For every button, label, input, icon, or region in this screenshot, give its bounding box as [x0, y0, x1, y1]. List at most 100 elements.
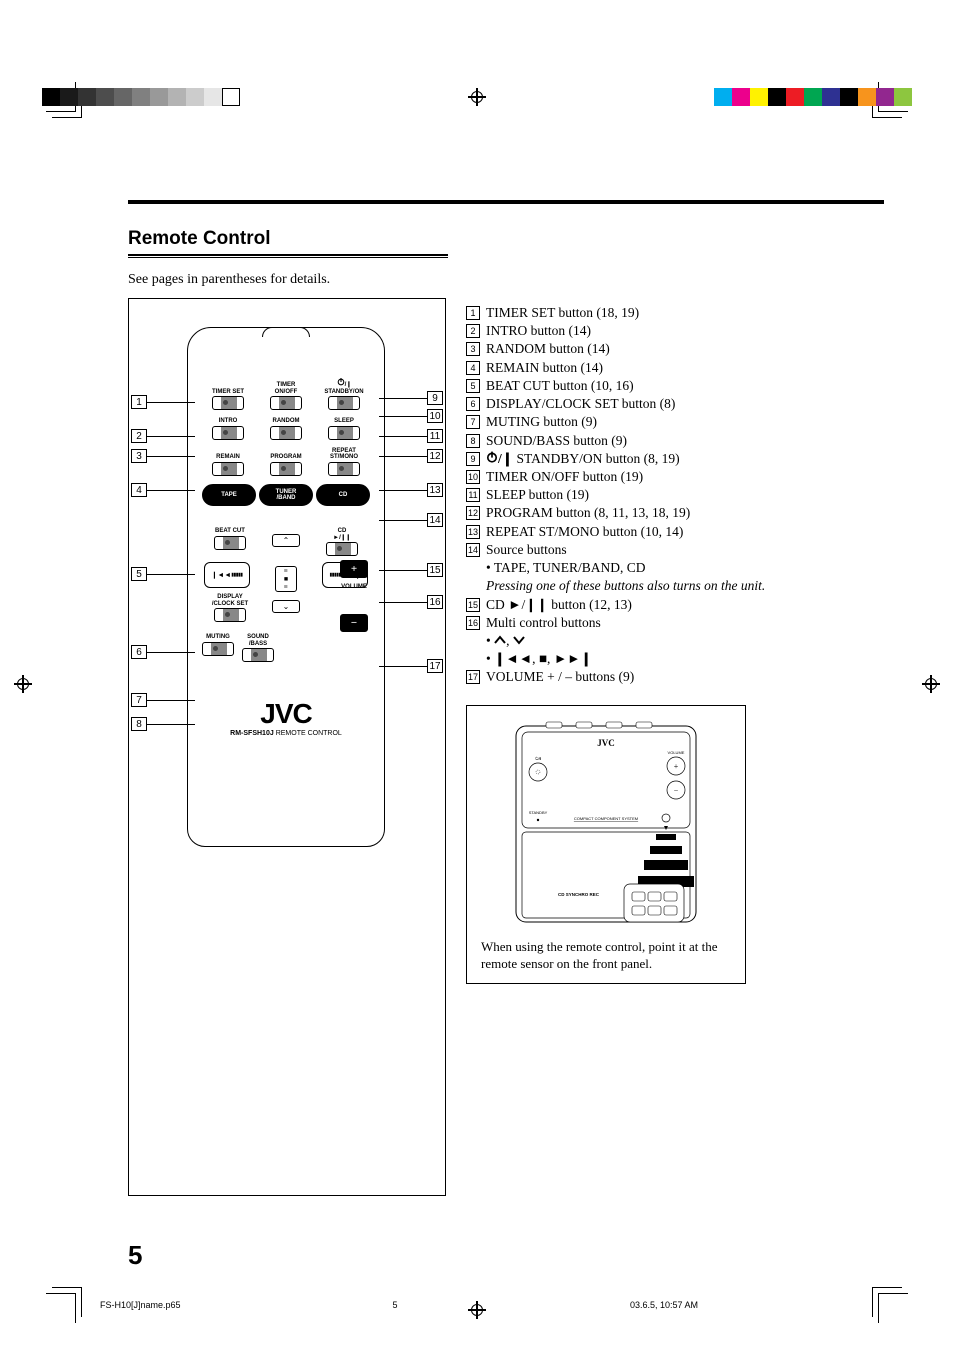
- svg-text:CD SYNCHRO REC: CD SYNCHRO REC: [558, 892, 600, 897]
- leader-line: [379, 416, 427, 417]
- page-rule: [128, 200, 884, 204]
- leader-line: [379, 490, 427, 491]
- svg-text:−: −: [674, 786, 679, 795]
- list-item: 3 RANDOM button (14): [466, 340, 884, 358]
- callout-number: 10: [427, 409, 443, 423]
- callout-number: 3: [131, 449, 147, 463]
- button-label: CD►/❙❙: [333, 528, 351, 541]
- callout-number: 8: [131, 717, 147, 731]
- leader-line: [379, 436, 427, 437]
- leader-line: [147, 490, 195, 491]
- item-number-box: 1: [466, 306, 480, 320]
- stop-button-icon: ≡■≡: [275, 566, 297, 592]
- button-label: TIMER SET: [212, 389, 244, 396]
- button-description-list: 1 TIMER SET button (18, 19)2INTRO button …: [466, 304, 884, 687]
- remain-button-icon: [212, 462, 244, 476]
- up-button-icon: ⌃: [272, 534, 300, 547]
- button-label: RANDOM: [273, 418, 300, 425]
- registration-target-icon: [922, 675, 940, 693]
- gray-calibration-bar: [42, 88, 240, 106]
- item-text: VOLUME + / – buttons (9): [486, 668, 634, 686]
- button-label: VOLUME: [338, 584, 370, 590]
- skip-back-button-icon: ❙◄◄ ▮▮▮▮▮: [204, 562, 250, 588]
- button-label: /❙STANDBY/ON: [324, 378, 363, 395]
- callout-number: 6: [131, 645, 147, 659]
- ir-emitter-icon: [262, 327, 310, 337]
- list-item: 17VOLUME + / – buttons (9): [466, 668, 884, 686]
- footer-filename: FS-H10[J]name.p65: [100, 1300, 250, 1310]
- unit-diagram: JVC ⏻/❙ STANDBY + − VOLUME: [481, 718, 731, 928]
- power-icon: [486, 451, 498, 463]
- list-item: 12PROGRAM button (8, 11, 13, 18, 19): [466, 504, 884, 522]
- tuner-source-button-icon: TUNER/BAND: [259, 484, 313, 506]
- item-text: INTRO button (14): [486, 322, 591, 340]
- list-item: 2INTRO button (14): [466, 322, 884, 340]
- tape-source-button-icon: TAPE: [202, 484, 256, 506]
- list-item: 1 TIMER SET button (18, 19): [466, 304, 884, 322]
- description-column: 1 TIMER SET button (18, 19)2INTRO button …: [466, 298, 884, 1196]
- button-label: PROGRAM: [270, 454, 301, 461]
- leader-line: [379, 666, 427, 667]
- source-button-row: TAPE TUNER/BAND CD: [202, 484, 370, 506]
- section-heading: Remote Control: [128, 228, 884, 250]
- item-number-box: 14: [466, 543, 480, 557]
- display-clock-button-icon: [214, 608, 246, 622]
- timer-onoff-button-icon: [270, 396, 302, 410]
- leader-line: [147, 724, 195, 725]
- item-text: REPEAT ST/MONO button (10, 14): [486, 523, 683, 541]
- leader-line: [379, 602, 427, 603]
- item-text: SLEEP button (19): [486, 486, 589, 504]
- callout-number: 12: [427, 449, 443, 463]
- leader-line: [147, 700, 195, 701]
- remote-diagram-frame: TIMER SET TIMERON/OFF /❙STANDBY/ON INTRO…: [128, 298, 446, 1196]
- color-calibration-bar: [714, 88, 912, 106]
- callout-number: 13: [427, 483, 443, 497]
- item-number-box: 3: [466, 342, 480, 356]
- callout-number: 15: [427, 563, 443, 577]
- callout-number: 1: [131, 395, 147, 409]
- sub-item: • ,: [486, 632, 884, 650]
- button-row: TIMER SET TIMERON/OFF /❙STANDBY/ON: [202, 378, 370, 410]
- footer-page: 5: [250, 1300, 540, 1310]
- page-number: 5: [128, 1240, 142, 1271]
- item-number-box: 11: [466, 488, 480, 502]
- sound-bass-button-icon: [242, 648, 274, 662]
- registration-target-icon: [468, 88, 486, 106]
- timer-set-button-icon: [212, 396, 244, 410]
- button-label: TIMERON/OFF: [275, 382, 298, 395]
- footer-date: 03.6.5, 10:57 AM: [540, 1300, 854, 1310]
- callout-number: 11: [427, 429, 443, 443]
- remote-logo-area: JVC RM-SFSH10J REMOTE CONTROL: [202, 698, 370, 737]
- muting-button-icon: [202, 642, 234, 656]
- leader-line: [379, 456, 427, 457]
- button-label: REMAIN: [216, 454, 240, 461]
- button-label: DISPLAY/CLOCK SET: [212, 594, 248, 607]
- callout-number: 2: [131, 429, 147, 443]
- button-label: REPEATST/MONO: [330, 448, 358, 461]
- item-number-box: 4: [466, 361, 480, 375]
- volume-plus-button-icon: +: [340, 560, 368, 578]
- item-text: MUTING button (9): [486, 413, 597, 431]
- svg-text:VOLUME: VOLUME: [668, 750, 685, 755]
- sub-item: • ❙◄◄, ■, ►►❙: [486, 650, 884, 668]
- item-text: RANDOM button (14): [486, 340, 610, 358]
- button-label: SLEEP: [334, 418, 354, 425]
- crop-mark: [872, 1287, 912, 1327]
- down-chevron-icon: [513, 635, 525, 645]
- list-item: 9/❙ STANDBY/ON button (8, 19): [466, 450, 884, 468]
- beat-cut-button-icon: [214, 536, 246, 550]
- item-text: TIMER SET button (18, 19): [486, 304, 639, 322]
- item-number-box: 5: [466, 379, 480, 393]
- remote-diagram-column: TIMER SET TIMERON/OFF /❙STANDBY/ON INTRO…: [128, 298, 446, 1196]
- list-item: 7MUTING button (9): [466, 413, 884, 431]
- leader-line: [379, 570, 427, 571]
- cd-play-button-icon: [326, 542, 358, 556]
- intro-text: See pages in parentheses for details.: [128, 272, 884, 288]
- item-text: DISPLAY/CLOCK SET button (8): [486, 395, 675, 413]
- remote-outline: TIMER SET TIMERON/OFF /❙STANDBY/ON INTRO…: [187, 327, 385, 847]
- button-label: MUTING: [206, 634, 230, 641]
- unit-diagram-frame: JVC ⏻/❙ STANDBY + − VOLUME: [466, 705, 746, 984]
- sub-item: Pressing one of these buttons also turns…: [486, 577, 884, 595]
- unit-caption: When using the remote control, point it …: [481, 938, 731, 973]
- item-text: PROGRAM button (8, 11, 13, 18, 19): [486, 504, 690, 522]
